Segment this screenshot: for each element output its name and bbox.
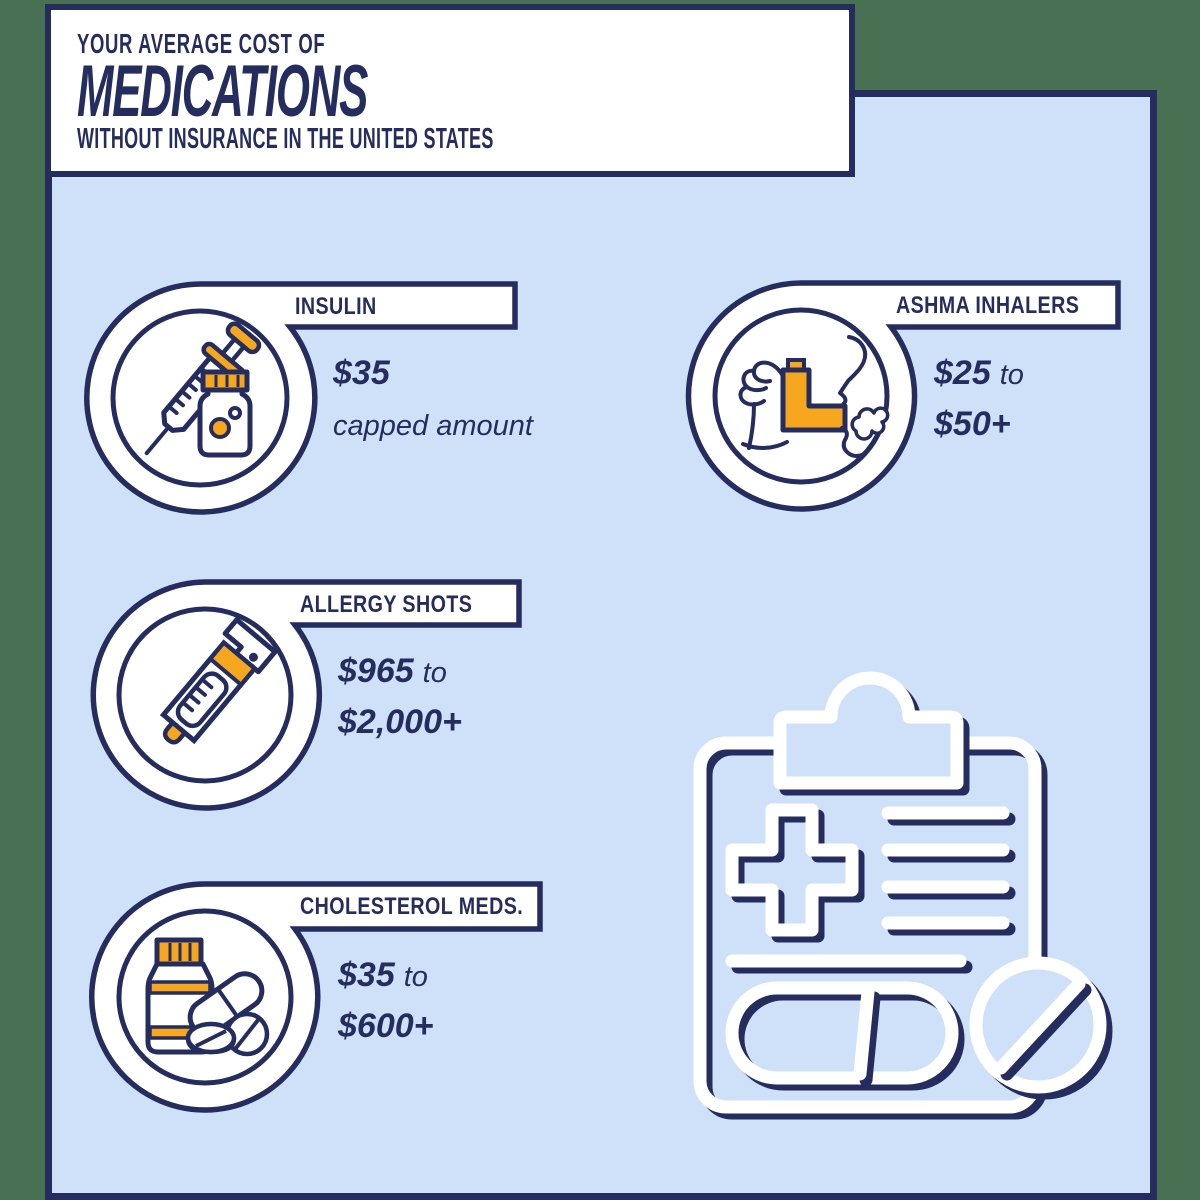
value-allergy-shots: $965 to $2,000+ xyxy=(338,649,471,751)
auto-injector-icon xyxy=(159,617,278,745)
ribbon-insulin xyxy=(84,281,518,515)
inhaler-use-icon xyxy=(738,335,890,458)
value-line: $25 to xyxy=(934,351,1024,402)
no-pills-icon xyxy=(969,956,1107,1094)
amount-suffix: to xyxy=(999,359,1024,391)
capsule-icon xyxy=(725,981,959,1085)
value-line: $2,000+ xyxy=(338,700,471,751)
clipboard-text-lines xyxy=(725,806,1010,968)
pill-bottle-and-pills-icon xyxy=(145,937,270,1057)
value-line: $600+ xyxy=(338,1004,443,1055)
label-allergy-shots: ALLERGY SHOTS xyxy=(300,591,473,618)
medical-clipboard-icon xyxy=(693,671,1107,1114)
ribbon-ashma-inhalers xyxy=(685,280,1121,512)
amount-text: $25 xyxy=(934,354,991,392)
amount-text: $50+ xyxy=(934,405,1011,443)
syringe-and-vial-icon xyxy=(144,321,262,458)
value-line: capped amount xyxy=(333,402,533,453)
ribbon-cholesterol-meds xyxy=(89,881,543,1113)
medical-cross-icon xyxy=(725,803,859,937)
value-line: $35 xyxy=(333,351,533,402)
amount-text: $35 xyxy=(338,956,395,994)
label-ashma-inhalers: ASHMA INHALERS xyxy=(896,292,1080,319)
value-cholesterol-meds: $35 to $600+ xyxy=(338,953,443,1055)
amount-text: $35 xyxy=(333,354,390,392)
value-ashma-inhalers: $25 to $50+ xyxy=(934,351,1024,453)
amount-text: $2,000+ xyxy=(338,703,462,741)
ribbon-allergy-shots xyxy=(90,579,522,811)
header-eyebrow: YOUR AVERAGE COST OF xyxy=(77,28,326,59)
amount-suffix: to xyxy=(422,657,447,689)
amount-suffix: capped amount xyxy=(333,410,533,442)
amount-text: $600+ xyxy=(338,1007,434,1045)
value-line: $50+ xyxy=(934,402,1024,453)
label-cholesterol-meds: CHOLESTEROL MEDS. xyxy=(300,893,524,920)
clipboard-clip xyxy=(773,671,964,790)
amount-text: $965 xyxy=(338,652,414,690)
page-title: MEDICATIONS xyxy=(77,51,368,132)
value-insulin: $35 capped amount xyxy=(333,351,533,453)
value-line: $965 to xyxy=(338,649,471,700)
amount-suffix: to xyxy=(403,961,428,993)
value-line: $35 to xyxy=(338,953,443,1004)
header-box: YOUR AVERAGE COST OF MEDICATIONS WITHOUT… xyxy=(45,4,855,177)
label-insulin: INSULIN xyxy=(295,293,377,320)
header-subtitle: WITHOUT INSURANCE IN THE UNITED STATES xyxy=(77,123,494,155)
